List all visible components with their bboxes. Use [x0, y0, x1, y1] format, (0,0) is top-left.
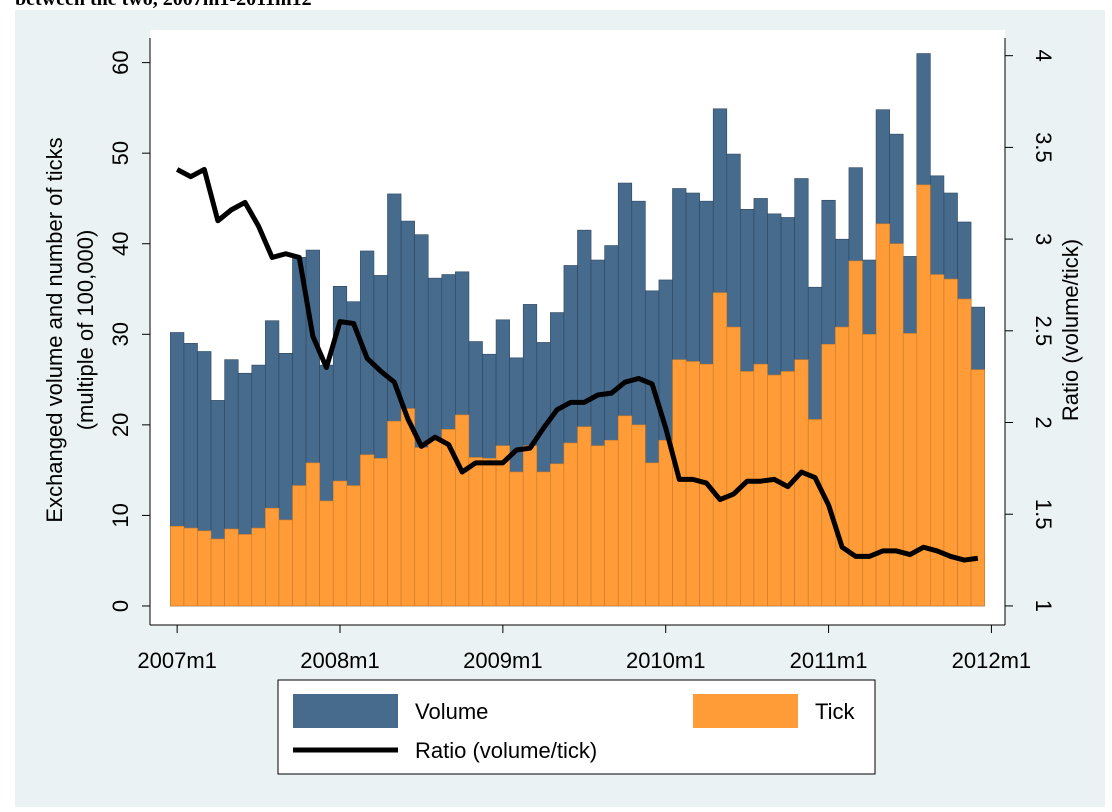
- y-tick-label: 20: [108, 413, 133, 437]
- bar: [400, 408, 415, 607]
- y2-tick-label: 2: [1031, 416, 1056, 428]
- bar: [658, 439, 673, 607]
- ratio-line: [175, 166, 979, 563]
- bar: [210, 538, 225, 607]
- bar: [455, 414, 470, 607]
- bar: [970, 369, 985, 607]
- bar: [590, 445, 605, 607]
- bar: [237, 534, 253, 607]
- bar: [292, 485, 307, 607]
- bar: [387, 420, 402, 607]
- bar: [631, 424, 646, 607]
- bar: [346, 485, 361, 607]
- bar: [482, 458, 497, 607]
- bar: [305, 462, 320, 607]
- y-tick-label: 0: [108, 600, 133, 612]
- bar: [332, 480, 348, 607]
- y-tick-label: 60: [108, 50, 133, 74]
- bar: [726, 326, 741, 607]
- x-tick-label: 2011m1: [790, 648, 868, 673]
- bar: [550, 463, 565, 607]
- bar: [916, 184, 931, 607]
- bar: [197, 530, 212, 607]
- bar: [414, 447, 429, 607]
- x-tick-label: 2012m1: [952, 648, 1032, 673]
- y2-axis-title: Ratio (volume/tick): [1058, 239, 1083, 421]
- bar: [170, 525, 185, 607]
- y2-tick-label: 3: [1031, 233, 1056, 245]
- bar: [807, 419, 823, 607]
- bar: [794, 359, 809, 607]
- y-axis-subtitle: (multiple of 100,000): [73, 230, 98, 431]
- bar: [251, 527, 266, 607]
- bar: [427, 439, 443, 607]
- bar: [604, 439, 619, 607]
- bar: [468, 457, 483, 607]
- bar: [536, 471, 551, 607]
- bar: [617, 415, 633, 607]
- y-tick-label: 10: [108, 503, 133, 527]
- y2-tick-label: 3.5: [1031, 132, 1056, 163]
- legend-label: Tick: [815, 699, 856, 724]
- bar: [685, 361, 700, 607]
- y-tick-label: 40: [108, 231, 133, 255]
- bar: [509, 471, 524, 607]
- bar: [278, 519, 293, 607]
- bar: [862, 333, 877, 607]
- bar: [712, 292, 728, 607]
- bar: [373, 458, 388, 607]
- legend-label: Ratio (volume/tick): [415, 738, 597, 763]
- bar: [360, 454, 375, 607]
- bar: [821, 343, 836, 607]
- legend-swatch: [293, 694, 398, 728]
- bar: [183, 527, 198, 607]
- bar: [753, 363, 768, 607]
- bar: [767, 374, 782, 607]
- bar: [577, 426, 592, 607]
- bar: [563, 442, 578, 607]
- bar: [224, 528, 239, 607]
- y-axis-title: Exchanged volume and number of ticks: [42, 137, 67, 522]
- x-tick-label: 2010m1: [626, 648, 706, 673]
- bar: [645, 462, 660, 607]
- y2-tick-label: 1.5: [1031, 499, 1056, 530]
- bar: [319, 500, 334, 607]
- bar: [902, 333, 918, 607]
- x-tick-label: 2007m1: [137, 648, 217, 673]
- bar: [495, 445, 510, 607]
- y2-tick-label: 1: [1031, 600, 1056, 612]
- x-tick-label: 2008m1: [300, 648, 380, 673]
- bar: [265, 507, 280, 607]
- bar: [930, 274, 945, 607]
- legend-label: Volume: [415, 699, 488, 724]
- legend-swatch: [693, 694, 798, 728]
- y2-tick-label: 4: [1031, 50, 1056, 62]
- bar: [672, 359, 687, 607]
- bar: [522, 445, 538, 607]
- bar: [835, 326, 850, 607]
- x-tick-label: 2009m1: [463, 648, 543, 673]
- y-tick-label: 30: [108, 322, 133, 346]
- y2-tick-label: 2.5: [1031, 316, 1056, 347]
- y-tick-label: 50: [108, 141, 133, 165]
